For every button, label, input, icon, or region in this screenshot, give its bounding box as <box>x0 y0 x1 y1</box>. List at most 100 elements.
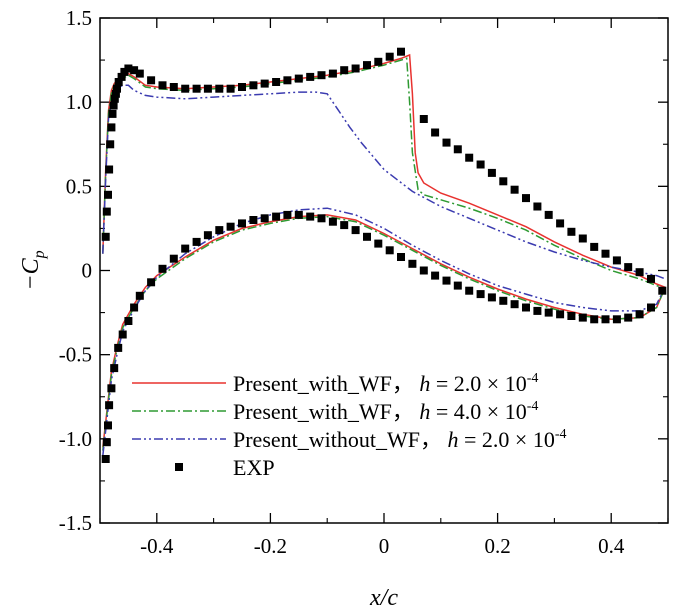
y-tick-label: -0.5 <box>59 343 92 367</box>
exp-point <box>328 69 337 78</box>
exp-point <box>590 315 599 324</box>
exp-point <box>374 57 383 66</box>
exp-point <box>283 76 292 85</box>
legend-label-2: Present_with_WF， h = 4.0 × 10-4 <box>233 399 538 424</box>
exp-point <box>635 268 644 277</box>
exp-point <box>158 264 167 273</box>
exp-point <box>124 317 133 325</box>
exp-point <box>317 71 326 80</box>
exp-point <box>260 214 269 223</box>
exp-point <box>363 232 371 241</box>
exp-point <box>601 249 610 258</box>
x-tick-label: -0.2 <box>254 534 287 558</box>
exp-point <box>431 128 440 137</box>
exp-point <box>107 123 116 132</box>
exp-point <box>544 210 553 219</box>
exp-point <box>499 177 508 186</box>
exp-point <box>104 190 112 199</box>
exp-point <box>130 66 139 75</box>
exp-point <box>106 140 115 149</box>
series-3-lower-line <box>102 207 666 456</box>
exp-point <box>109 101 118 110</box>
y-tick-label: -1.0 <box>59 427 92 451</box>
exp-point <box>419 266 428 275</box>
exp-point <box>283 210 292 219</box>
exp-point <box>442 276 451 285</box>
exp-point <box>226 222 235 231</box>
exp-point <box>658 286 667 295</box>
exp-point <box>453 281 462 290</box>
x-axis-title: x/c <box>369 585 398 611</box>
exp-point <box>130 303 139 312</box>
exp-point <box>408 259 417 268</box>
exp-point <box>108 109 117 118</box>
exp-point <box>612 256 621 265</box>
y-tick-label: 0.5 <box>66 174 92 198</box>
series-3-upper-line <box>102 84 666 280</box>
exp-point <box>113 84 121 93</box>
x-tick-label: 0 <box>379 534 390 558</box>
exp-point <box>419 115 428 123</box>
exp-point <box>647 274 655 283</box>
exp-point <box>181 84 190 93</box>
exp-point <box>147 76 156 85</box>
exp-point <box>135 291 144 300</box>
exp-point <box>105 401 114 410</box>
exp-point <box>635 310 644 319</box>
exp-point <box>317 214 326 223</box>
y-tick-label: 1.5 <box>66 6 92 30</box>
exp-point <box>578 313 587 322</box>
legend: Present_with_WF， h = 2.0 × 10-4 Present_w… <box>132 371 567 480</box>
exp-point <box>114 78 123 86</box>
exp-point <box>510 185 519 194</box>
y-tick-label: -1.5 <box>59 511 92 535</box>
exp-point <box>544 308 553 317</box>
exp-point <box>169 83 178 91</box>
exp-point <box>647 303 655 312</box>
exp-point <box>363 61 371 70</box>
exp-point <box>158 81 167 90</box>
exp-point <box>601 315 610 324</box>
exp-point <box>397 47 405 56</box>
exp-point <box>203 231 212 240</box>
legend-marker-exp <box>175 463 183 471</box>
exp-point <box>351 226 360 235</box>
exp-point <box>238 219 246 228</box>
exp-point <box>351 64 360 73</box>
exp-point <box>556 310 565 319</box>
exp-point <box>117 72 126 81</box>
exp-point <box>249 81 258 90</box>
exp-point <box>192 84 201 93</box>
exp-point <box>612 315 621 324</box>
x-tick-label: 0.4 <box>598 534 625 558</box>
exp-point <box>272 78 281 86</box>
exp-point <box>105 165 114 174</box>
exp-point <box>294 210 303 219</box>
exp-point <box>522 303 530 312</box>
exp-point <box>385 246 394 255</box>
exp-point <box>260 79 269 88</box>
exp-point <box>328 217 337 226</box>
exp-point <box>192 237 201 246</box>
exp-point <box>120 67 129 76</box>
exp-point <box>340 221 349 230</box>
exp-point <box>101 232 110 241</box>
exp-point <box>215 84 224 93</box>
exp-point <box>533 306 542 315</box>
exp-point <box>110 94 119 103</box>
exp-point <box>181 244 190 253</box>
legend-label-3: Present_without_WF， h = 2.0 × 10-4 <box>233 427 567 452</box>
exp-point <box>114 343 123 352</box>
exp-point <box>215 226 224 235</box>
plot-frame <box>99 17 669 524</box>
legend-label-exp: EXP <box>233 455 275 480</box>
y-tick-label: 1.0 <box>66 90 92 114</box>
exp-point <box>431 271 440 280</box>
exp-point <box>294 74 303 83</box>
exp-point <box>306 212 315 221</box>
exp-markers <box>101 47 667 463</box>
x-tick-label: -0.4 <box>140 534 174 558</box>
exp-point <box>249 216 258 224</box>
exp-point <box>476 290 485 299</box>
